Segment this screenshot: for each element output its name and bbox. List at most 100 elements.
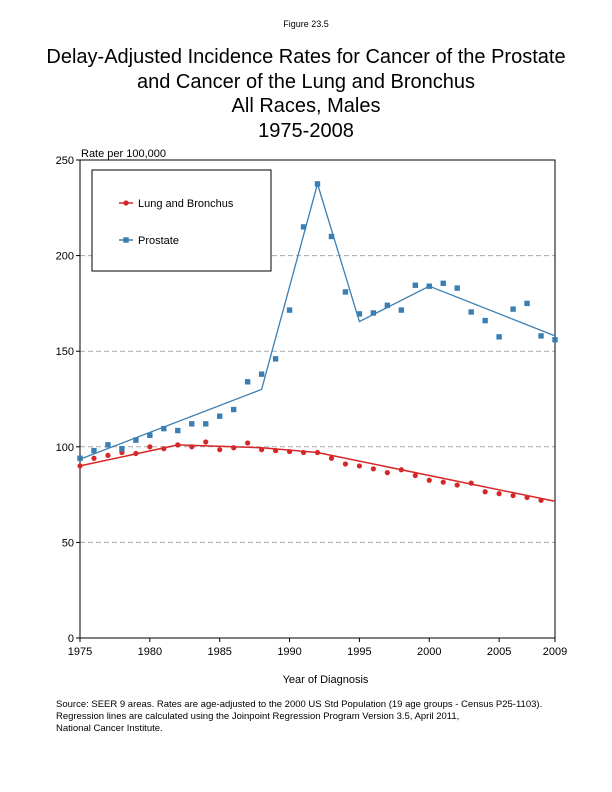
- data-point-prostate: [552, 337, 558, 343]
- data-point-prostate: [244, 379, 251, 385]
- footnote-line: Regression lines are calculated using th…: [56, 711, 460, 722]
- data-point-prostate: [119, 446, 125, 452]
- data-point-lung: [538, 497, 544, 503]
- data-point-lung: [482, 489, 488, 495]
- data-point-prostate: [217, 413, 223, 419]
- data-points: [77, 181, 558, 503]
- data-point-lung: [356, 463, 363, 469]
- data-point-lung: [440, 479, 446, 485]
- data-point-prostate: [91, 447, 97, 454]
- data-point-lung: [272, 448, 279, 454]
- data-point-prostate: [314, 181, 321, 187]
- x-tick-label: 1980: [138, 646, 162, 658]
- regression-line-prostate: [79, 181, 556, 460]
- legend-box: [91, 169, 272, 272]
- legend: Lung and Bronchus Prostate: [91, 169, 272, 272]
- y-axis-label: Rate per 100,000: [81, 148, 166, 160]
- data-point-prostate: [370, 310, 377, 316]
- data-point-prostate: [510, 306, 516, 312]
- x-tick-label: 1975: [68, 646, 92, 658]
- data-point-prostate: [412, 282, 418, 288]
- axis-ticks: 0 50 100 150 200 250 1975 1980 1985 1990 1995 2000 2…: [56, 155, 568, 658]
- data-point-prostate: [328, 233, 335, 240]
- data-point-lung: [510, 492, 516, 499]
- data-point-prostate: [133, 437, 139, 443]
- data-point-lung: [398, 467, 404, 473]
- data-point-lung: [189, 444, 195, 450]
- figure-label: Figure 23.5: [283, 19, 329, 29]
- data-point-lung: [384, 470, 390, 476]
- data-point-prostate: [230, 406, 237, 413]
- gridlines: [80, 255, 555, 543]
- data-point-prostate: [454, 285, 460, 291]
- data-point-lung: [105, 452, 111, 459]
- data-point-lung: [454, 482, 460, 488]
- data-point-lung: [161, 446, 167, 452]
- data-point-prostate: [105, 442, 111, 448]
- footnote-line: Source: SEER 9 areas. Rates are age-adju…: [56, 699, 543, 710]
- data-point-prostate: [189, 421, 195, 427]
- data-point-prostate: [342, 289, 349, 295]
- data-point-lung: [342, 461, 349, 467]
- data-point-lung: [77, 463, 83, 469]
- x-tick-label: 1990: [277, 646, 301, 658]
- data-point-lung: [468, 480, 474, 486]
- x-tick-label: 2009: [543, 646, 567, 658]
- chart-title: Delay-Adjusted Incidence Rates for Cance…: [0, 45, 612, 143]
- data-point-lung: [426, 477, 432, 483]
- legend-label: Prostate: [138, 235, 179, 247]
- data-point-prostate: [440, 280, 446, 287]
- x-tick-label: 1995: [347, 646, 371, 658]
- data-point-prostate: [175, 427, 181, 434]
- y-tick-label: 150: [56, 346, 74, 358]
- footnote: Source: SEER 9 areas. Rates are age-adju…: [56, 699, 586, 735]
- data-point-prostate: [286, 307, 293, 313]
- data-point-prostate: [147, 432, 153, 439]
- data-point-lung: [91, 455, 97, 461]
- legend-label: Lung and Bronchus: [138, 198, 234, 210]
- title-line: 1975-2008: [258, 119, 354, 142]
- data-point-prostate: [496, 334, 502, 340]
- data-point-lung: [412, 472, 418, 479]
- data-point-lung: [524, 494, 530, 501]
- data-point-prostate: [77, 455, 83, 461]
- data-point-prostate: [524, 300, 530, 307]
- data-point-lung: [286, 448, 293, 455]
- data-point-lung: [300, 449, 307, 456]
- data-point-prostate: [300, 224, 307, 230]
- title-line: Delay-Adjusted Incidence Rates for Cance…: [46, 46, 566, 68]
- data-point-lung: [203, 439, 209, 445]
- title-line: All Races, Males: [231, 95, 381, 117]
- data-point-prostate: [468, 309, 474, 315]
- x-tick-label: 2005: [487, 646, 511, 658]
- x-tick-label: 2000: [417, 646, 441, 658]
- data-point-prostate: [272, 356, 279, 362]
- data-point-lung: [314, 449, 321, 456]
- data-point-lung: [217, 447, 223, 453]
- y-tick-label: 0: [68, 633, 74, 645]
- data-point-lung: [133, 450, 139, 457]
- data-point-prostate: [398, 307, 405, 313]
- data-point-lung: [147, 444, 153, 450]
- x-axis-label: Year of Diagnosis: [283, 674, 369, 686]
- y-tick-label: 200: [56, 251, 74, 263]
- footnote-line: National Cancer Institute.: [56, 723, 163, 734]
- x-tick-label: 1985: [207, 646, 231, 658]
- data-point-lung: [496, 491, 502, 497]
- data-point-prostate: [161, 425, 167, 432]
- data-point-lung: [231, 445, 237, 451]
- data-point-lung: [245, 440, 251, 446]
- data-point-prostate: [356, 311, 363, 317]
- legend-marker: [123, 237, 129, 243]
- data-point-lung: [328, 455, 335, 461]
- data-point-prostate: [203, 421, 209, 427]
- y-tick-label: 50: [62, 537, 74, 549]
- title-line: and Cancer of the Lung and Bronchus: [136, 70, 476, 93]
- legend-marker: [123, 200, 129, 206]
- data-point-lung: [370, 466, 376, 472]
- data-point-lung: [175, 442, 181, 448]
- data-point-prostate: [384, 302, 391, 309]
- y-tick-label: 250: [56, 155, 74, 167]
- y-tick-label: 100: [56, 442, 74, 454]
